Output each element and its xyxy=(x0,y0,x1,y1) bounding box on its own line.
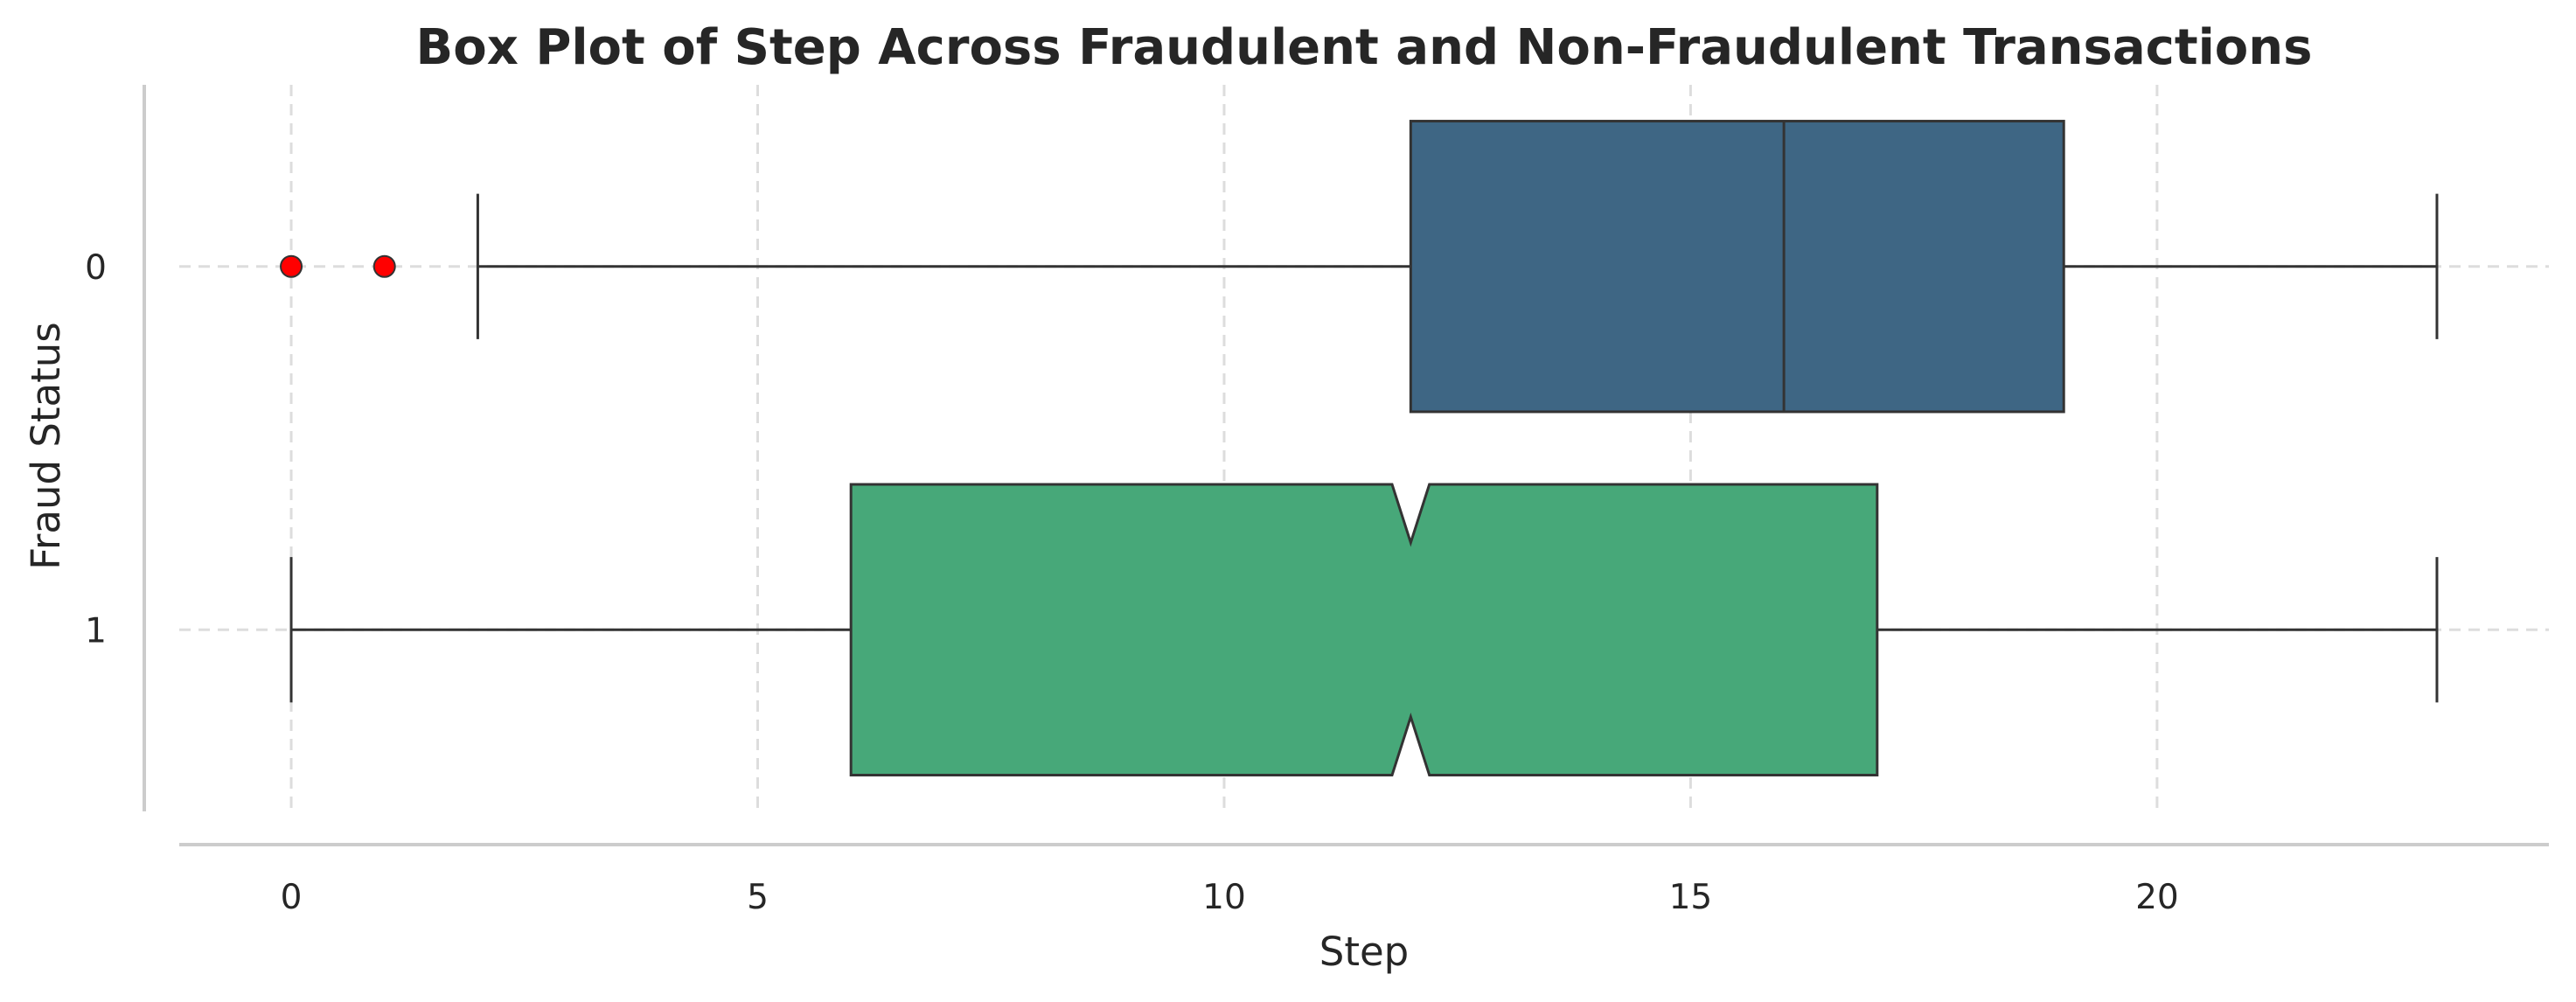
y-tick-labels: 01 xyxy=(85,248,107,651)
y-tick-label: 1 xyxy=(85,611,107,651)
box-0 xyxy=(1409,120,2065,414)
outlier-point xyxy=(280,254,303,278)
x-tick-label: 10 xyxy=(1202,878,1246,917)
y-axis-label: Fraud Status xyxy=(23,322,69,569)
chart-title: Box Plot of Step Across Fraudulent and N… xyxy=(416,19,2313,76)
x-tick-label: 20 xyxy=(2135,878,2179,917)
box-1 xyxy=(849,483,1879,776)
x-tick-label: 0 xyxy=(281,878,303,917)
x-tick-labels: 0 5 10 15 20 xyxy=(281,878,2179,917)
x-axis-label: Step xyxy=(1319,929,1409,975)
boxes xyxy=(280,120,2439,776)
outlier-point xyxy=(372,254,396,278)
x-tick-label: 15 xyxy=(1669,878,1713,917)
y-tick-label: 0 xyxy=(85,248,107,288)
x-tick-label: 5 xyxy=(747,878,769,917)
